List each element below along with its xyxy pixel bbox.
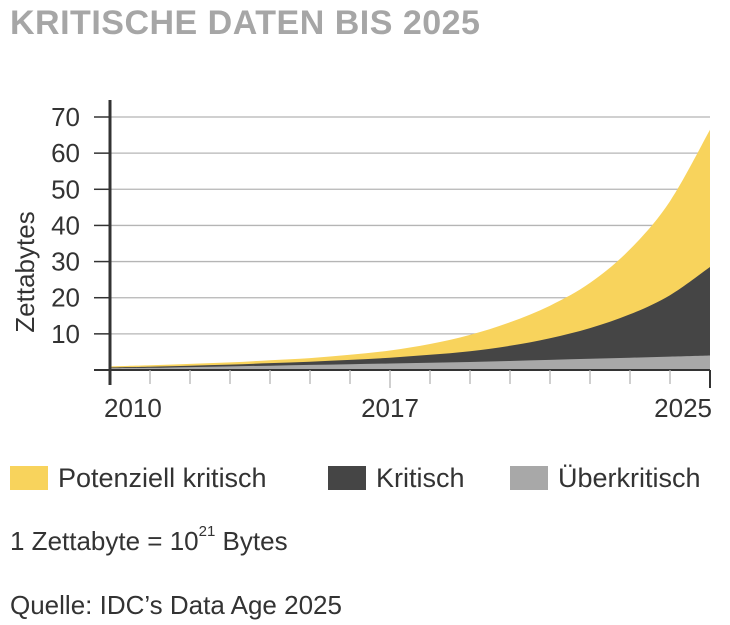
y-tick-label: 70 — [51, 102, 80, 132]
axis-labels: 10 20 30 40 50 60 70 2010 2017 2025 — [51, 102, 712, 423]
y-tick-label: 10 — [51, 319, 80, 349]
legend-swatch-potenziell — [10, 466, 48, 490]
legend-item-kritisch: Kritisch — [328, 460, 465, 496]
unit-note-exponent: 21 — [198, 523, 216, 541]
x-tick-label: 2010 — [104, 393, 162, 423]
legend-label: Potenziell kritisch — [58, 462, 267, 493]
area-ueberkritisch — [110, 355, 710, 370]
area-kritisch — [110, 267, 710, 370]
x-tick-label: 2025 — [654, 393, 712, 423]
area-chart: 10 20 30 40 50 60 70 2010 2017 2025 Zettabytes — [10, 100, 712, 423]
source-note: Quelle: IDC’s Data Age 2025 — [10, 590, 342, 620]
y-axis-label: Zettabytes — [10, 211, 40, 332]
legend-item-potenziell: Potenziell kritisch — [10, 460, 267, 496]
legend-swatch-ueberkritisch — [510, 466, 548, 490]
legend-label: Überkritisch — [558, 462, 701, 493]
unit-note-prefix: 1 Zettabyte = 10 — [10, 526, 199, 556]
axes — [94, 100, 711, 388]
grid-lines — [110, 116, 710, 335]
area-potenziell-kritisch — [110, 129, 710, 370]
legend-label: Kritisch — [376, 462, 465, 493]
area-series — [110, 129, 710, 370]
legend: Potenziell kritisch Kritisch Überkritisc… — [10, 460, 726, 496]
y-tick-label: 50 — [51, 174, 80, 204]
y-tick-label: 30 — [51, 247, 80, 277]
y-tick-label: 40 — [51, 210, 80, 240]
legend-swatch-kritisch — [328, 466, 366, 490]
y-tick-label: 20 — [51, 283, 80, 313]
x-tick-label: 2017 — [361, 393, 419, 423]
legend-item-ueberkritisch: Überkritisch — [510, 460, 701, 496]
chart-title: KRITISCHE DATEN BIS 2025 — [10, 4, 481, 42]
unit-note: 1 Zettabyte = 1021 Bytes — [10, 523, 288, 557]
y-tick-label: 60 — [51, 138, 80, 168]
unit-note-suffix: Bytes — [215, 526, 288, 556]
